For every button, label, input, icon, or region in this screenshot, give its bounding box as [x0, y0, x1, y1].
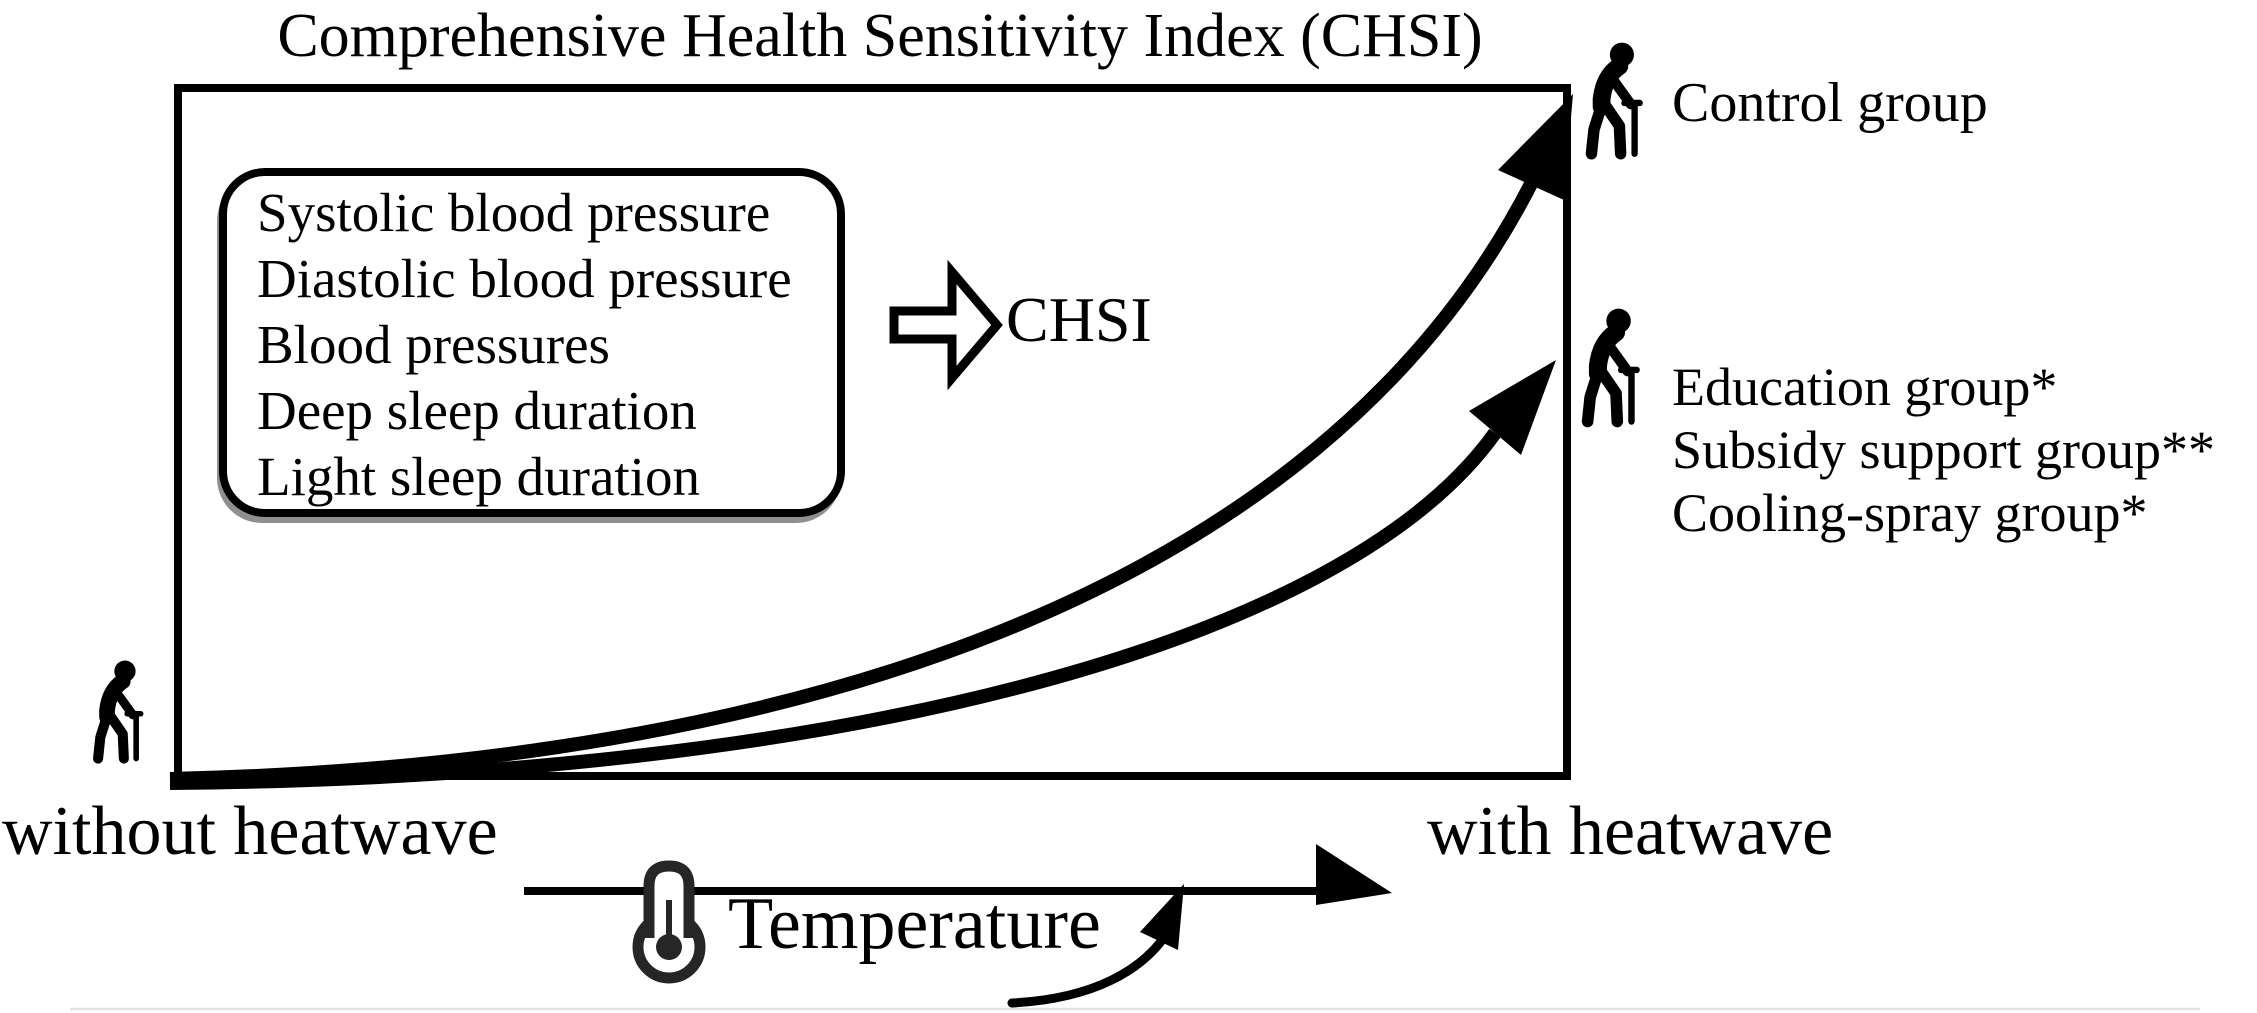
control-group-label: Control group [1672, 72, 1988, 134]
elderly-person-icon-baseline [98, 661, 141, 759]
axis-label-without-heatwave: without heatwave [2, 793, 498, 870]
factor-item: Systolic blood pressure [257, 182, 771, 243]
intervention-group-labels: Education group* Subsidy support group**… [1672, 356, 2215, 545]
thermometer-icon [632, 860, 706, 984]
factor-item: Blood pressures [257, 314, 610, 375]
page-title: Comprehensive Health Sensitivity Index (… [277, 2, 1483, 70]
factor-item: Light sleep duration [257, 446, 700, 507]
chsi-label: CHSI [1006, 284, 1152, 355]
factor-item: Diastolic blood pressure [257, 248, 792, 309]
factor-item: Deep sleep duration [257, 380, 697, 441]
elderly-person-icon-intervention [1588, 309, 1637, 422]
intervention-group-label: Subsidy support group** [1672, 420, 2216, 480]
intervention-group-label: Cooling-spray group* [1672, 483, 2148, 543]
temperature-label: Temperature [728, 883, 1101, 965]
factor-box: Systolic blood pressure Diastolic blood … [219, 168, 845, 517]
axis-label-with-heatwave: with heatwave [1427, 793, 1834, 870]
intervention-group-label: Education group* [1672, 357, 2058, 417]
